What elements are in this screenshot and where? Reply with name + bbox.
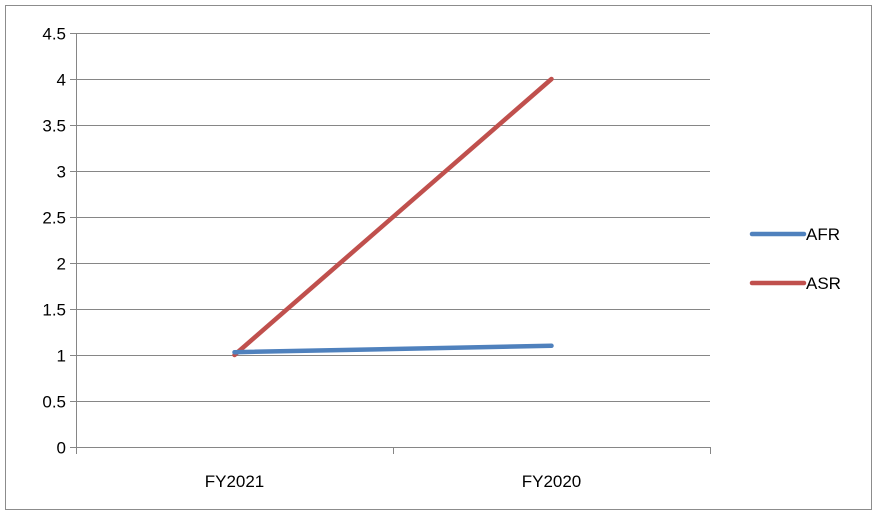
y-tick-label: 3.5 bbox=[42, 117, 66, 136]
y-tick-label: 1.5 bbox=[42, 301, 66, 320]
axes bbox=[70, 33, 711, 454]
series-line-afr bbox=[232, 343, 554, 355]
x-tick-label: FY2021 bbox=[205, 472, 265, 491]
chart-border bbox=[5, 5, 872, 510]
y-tick-label: 0.5 bbox=[42, 393, 66, 412]
y-tick-label: 3 bbox=[57, 163, 66, 182]
legend-label-afr: AFR bbox=[806, 225, 840, 244]
y-tick-label: 2.5 bbox=[42, 209, 66, 228]
series-lines bbox=[232, 76, 554, 358]
x-tick-label: FY2020 bbox=[522, 472, 582, 491]
series-line-asr bbox=[232, 76, 554, 358]
y-tick-label: 1 bbox=[57, 347, 66, 366]
y-tick-label: 2 bbox=[57, 255, 66, 274]
x-axis-tick-labels: FY2021 FY2020 bbox=[205, 472, 582, 491]
y-axis-tick-labels: 0 0.5 1 1.5 2 2.5 3 3.5 4 4.5 bbox=[42, 25, 66, 458]
legend-label-asr: ASR bbox=[806, 274, 841, 293]
y-tick-label: 4 bbox=[57, 71, 66, 90]
y-tick-label: 0 bbox=[57, 439, 66, 458]
legend: AFR ASR bbox=[749, 225, 841, 293]
y-tick-label: 4.5 bbox=[42, 25, 66, 44]
